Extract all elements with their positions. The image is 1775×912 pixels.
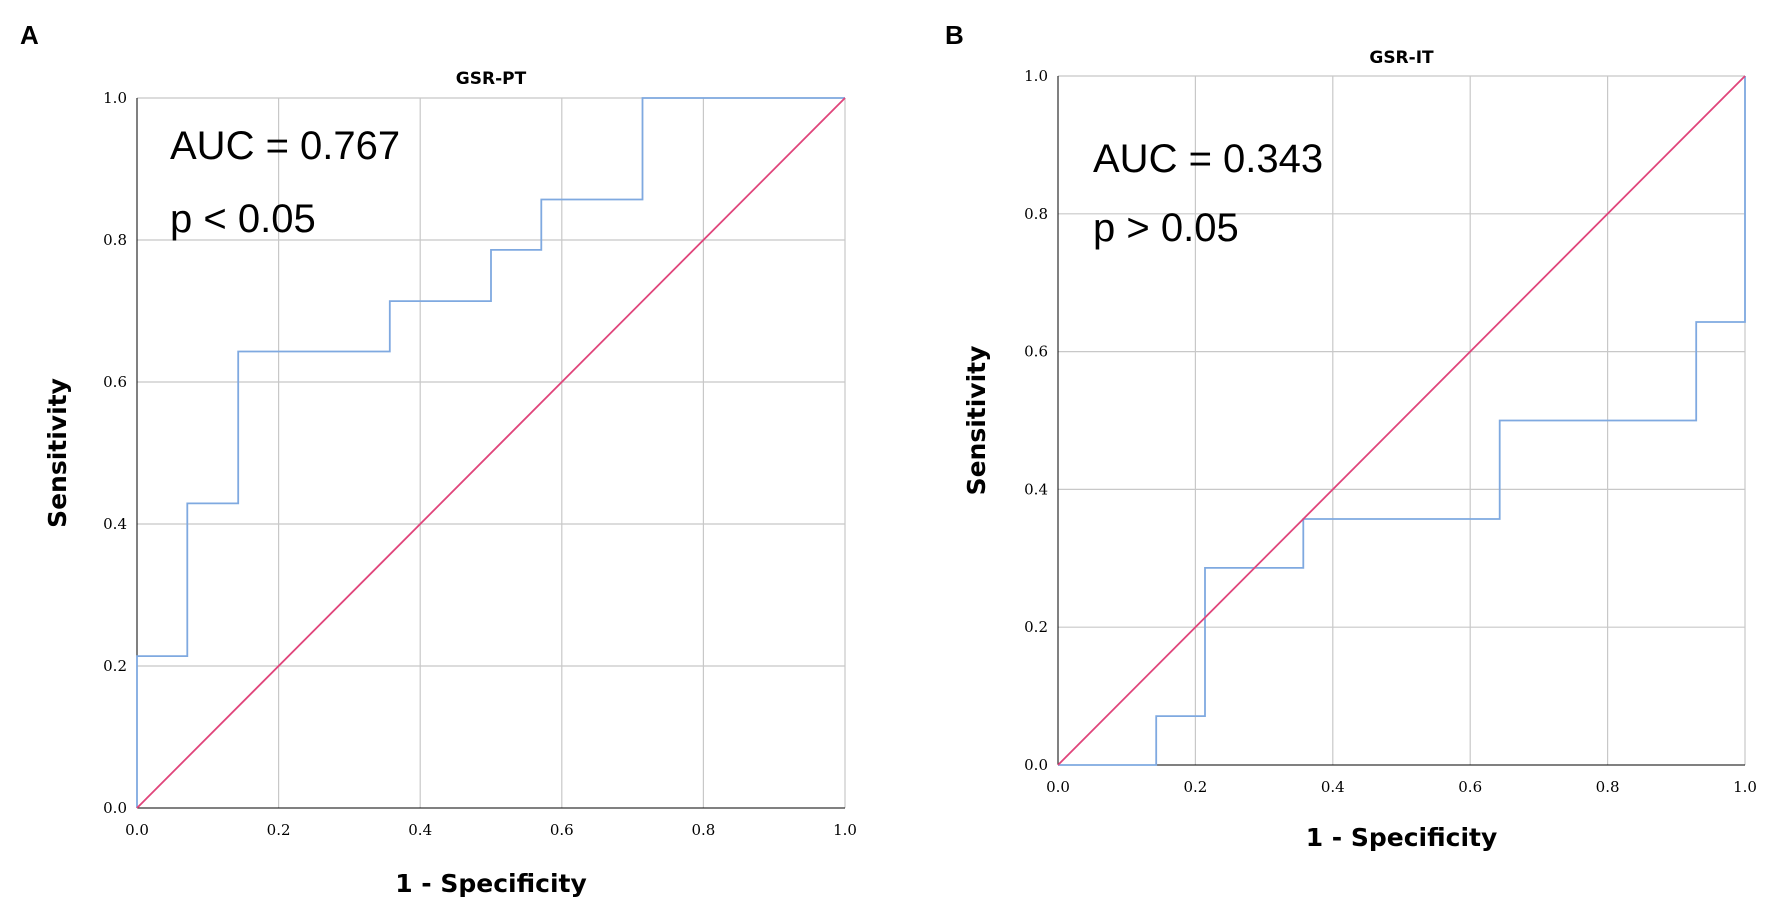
panel-b-x-tick-label: 0.2	[1183, 778, 1207, 796]
panel-a-x-tick-label: 0.2	[267, 821, 291, 839]
panel-b-y-tick-label: 0.0	[1024, 756, 1048, 774]
panel-b-x-tick-label: 0.8	[1596, 778, 1620, 796]
panel-b-y-tick-label: 0.6	[1024, 343, 1048, 361]
panel-b-x-tick-label: 1.0	[1733, 778, 1757, 796]
panel-a-y-tick-label: 0.6	[103, 373, 127, 391]
panel-a-p-value-annotation: p < 0.05	[170, 197, 316, 241]
panel-a-title: GSR-PT	[456, 69, 527, 89]
panel-b-auc-annotation: AUC = 0.343	[1093, 137, 1323, 181]
panel-a-label: A	[20, 20, 39, 50]
panel-b-label: B	[945, 20, 964, 50]
panel-b-reference-line	[1057, 75, 1746, 766]
panel-b-y-tick-label: 0.8	[1024, 205, 1048, 223]
panel-a-reference-line	[136, 97, 846, 809]
panel-a-y-axis-label: Sensitivity	[43, 378, 72, 528]
panel-a-roc-curve	[136, 97, 845, 808]
panel-b-x-tick-label: 0.4	[1321, 778, 1345, 796]
panel-b-title: GSR-IT	[1369, 48, 1434, 68]
panel-b-y-tick-label: 1.0	[1024, 67, 1048, 85]
panel-a-y-tick-label: 1.0	[103, 89, 127, 107]
panel-a-x-tick-label: 0.4	[408, 821, 432, 839]
panel-b-p-value-annotation: p > 0.05	[1093, 206, 1239, 250]
panel-a-y-tick-label: 0.8	[103, 231, 127, 249]
panel-a-y-tick-label: 0.0	[103, 799, 127, 817]
panel-b-y-tick-label: 0.4	[1024, 480, 1048, 498]
panel-a-y-tick-label: 0.4	[103, 515, 127, 533]
panel-b-x-tick-label: 0.0	[1046, 778, 1070, 796]
panel-a-x-axis-label: 1 - Specificity	[395, 869, 587, 898]
panel-a-x-tick-label: 0.0	[125, 821, 149, 839]
panel-b-y-axis-label: Sensitivity	[962, 346, 991, 496]
panel-a-x-tick-label: 0.8	[691, 821, 715, 839]
panel-b-x-axis-label: 1 - Specificity	[1306, 823, 1498, 852]
panel-a-auc-annotation: AUC = 0.767	[170, 124, 400, 168]
panel-a-x-tick-label: 1.0	[833, 821, 857, 839]
panel-a-x-tick-label: 0.6	[550, 821, 574, 839]
panel-b-y-tick-label: 0.2	[1024, 618, 1048, 636]
panel-b-x-tick-label: 0.6	[1458, 778, 1482, 796]
panel-a-y-tick-label: 0.2	[103, 657, 127, 675]
